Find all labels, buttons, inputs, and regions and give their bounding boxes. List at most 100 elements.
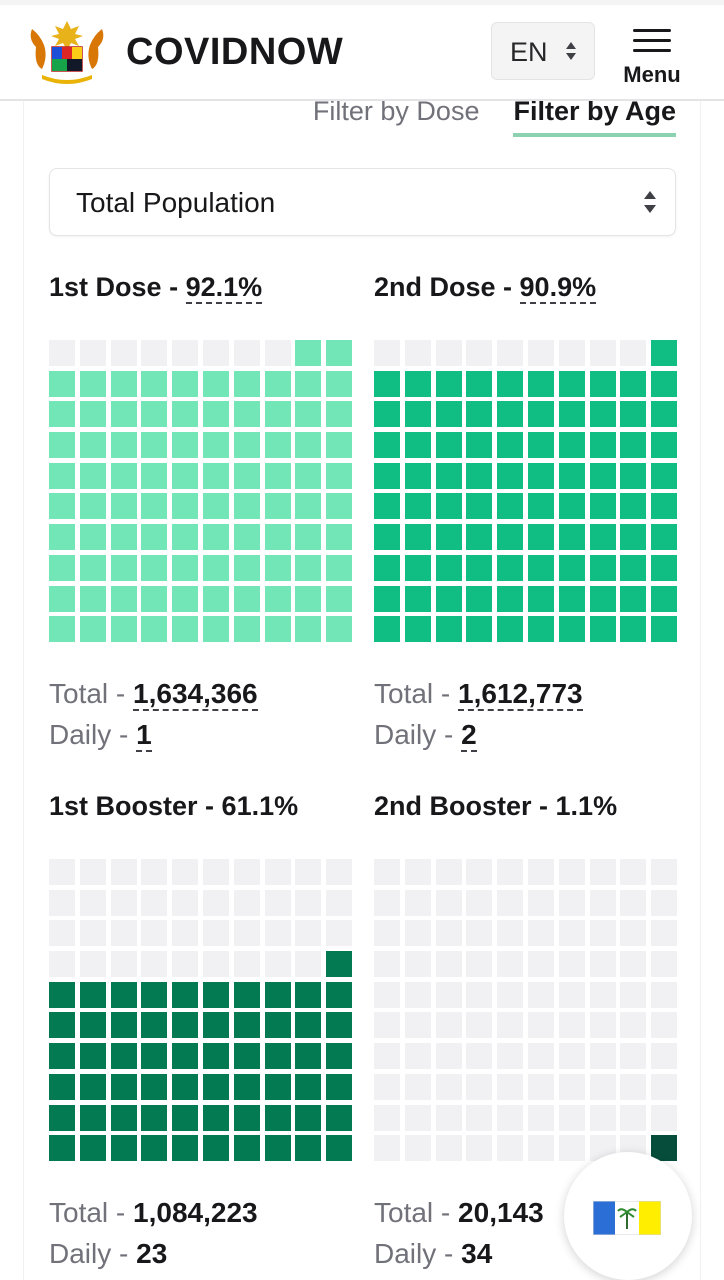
waffle-cell xyxy=(326,462,353,489)
waffle-cell xyxy=(497,401,524,428)
waffle-cell xyxy=(589,524,616,551)
waffle-cell xyxy=(374,524,400,551)
waffle-cell xyxy=(233,1043,260,1070)
waffle-cell xyxy=(233,340,260,366)
waffle-cell xyxy=(264,1043,291,1070)
waffle-cell xyxy=(620,585,647,612)
waffle-cell xyxy=(435,462,462,489)
waffle-cell xyxy=(172,951,199,978)
waffle-cell xyxy=(620,370,647,397)
waffle-cell xyxy=(141,370,168,397)
total-value: 20,143 xyxy=(458,1197,544,1228)
waffle-cell xyxy=(466,401,493,428)
waffle-cell xyxy=(527,1073,554,1100)
waffle-cell xyxy=(264,432,291,459)
waffle-cell xyxy=(435,920,462,947)
waffle-cell xyxy=(651,1135,678,1162)
hamburger-icon-bar xyxy=(633,39,671,42)
malaysia-coat-of-arms-icon[interactable] xyxy=(22,17,112,87)
panel-percent[interactable]: 90.9% xyxy=(519,272,597,304)
waffle-cell xyxy=(49,951,75,978)
waffle-cell xyxy=(497,585,524,612)
state-flag-button[interactable] xyxy=(564,1152,692,1280)
waffle-cell xyxy=(141,1073,168,1100)
waffle-cell xyxy=(497,1073,524,1100)
panel-percent[interactable]: 92.1% xyxy=(185,272,263,304)
waffle-cell xyxy=(435,370,462,397)
waffle-cell xyxy=(264,401,291,428)
waffle-cell xyxy=(404,493,431,520)
waffle-cell xyxy=(374,1012,400,1039)
waffle-cell xyxy=(326,1043,353,1070)
waffle-cell xyxy=(466,920,493,947)
brand-title[interactable]: COVIDNOW xyxy=(126,31,344,73)
waffle-cell xyxy=(374,920,400,947)
waffle-cell xyxy=(233,1073,260,1100)
waffle-cell xyxy=(558,1073,585,1100)
waffle-cell xyxy=(527,432,554,459)
panel-second-dose: 2nd Dose - 90.9% Total - 1,612,773 Daily… xyxy=(374,272,678,762)
waffle-cell xyxy=(435,432,462,459)
daily-value[interactable]: 2 xyxy=(461,719,477,752)
waffle-cell xyxy=(202,1135,229,1162)
tab-filter-by-dose[interactable]: Filter by Dose xyxy=(312,96,480,126)
waffle-cell xyxy=(49,432,75,459)
waffle-cell xyxy=(295,951,322,978)
waffle-cell xyxy=(435,554,462,581)
waffle-cell xyxy=(620,951,647,978)
waffle-cell xyxy=(295,370,322,397)
waffle-cell xyxy=(374,585,400,612)
waffle-cell xyxy=(497,951,524,978)
waffle-cell xyxy=(527,981,554,1008)
waffle-cell xyxy=(466,1104,493,1131)
waffle-cell xyxy=(264,981,291,1008)
total-value[interactable]: 1,612,773 xyxy=(458,678,583,711)
waffle-cell xyxy=(497,462,524,489)
waffle-cell xyxy=(497,1012,524,1039)
daily-stat: Daily - 23 xyxy=(49,1238,168,1269)
waffle-cell xyxy=(620,401,647,428)
waffle-cell xyxy=(589,1043,616,1070)
waffle-cell xyxy=(172,432,199,459)
waffle-cell xyxy=(589,462,616,489)
panel-title: 1st Booster - 61.1% xyxy=(49,791,299,821)
waffle-cell xyxy=(435,401,462,428)
waffle-cell xyxy=(435,1012,462,1039)
waffle-cell xyxy=(264,951,291,978)
waffle-cell xyxy=(295,1012,322,1039)
waffle-cell xyxy=(49,1073,75,1100)
waffle-cell xyxy=(110,859,137,885)
tab-filter-by-age[interactable]: Filter by Age xyxy=(513,96,676,137)
waffle-cell xyxy=(374,493,400,520)
waffle-cell xyxy=(374,981,400,1008)
waffle-cell xyxy=(79,585,106,612)
total-value[interactable]: 1,634,366 xyxy=(133,678,258,711)
waffle-cell xyxy=(295,859,322,885)
daily-value[interactable]: 1 xyxy=(136,719,152,752)
waffle-cell xyxy=(233,493,260,520)
waffle-cell xyxy=(466,1073,493,1100)
hamburger-icon xyxy=(633,29,671,32)
population-select[interactable]: Total Population xyxy=(49,168,676,236)
waffle-cell xyxy=(172,1073,199,1100)
waffle-cell xyxy=(295,524,322,551)
daily-label: Daily xyxy=(49,1238,112,1269)
waffle-cell xyxy=(497,616,524,643)
waffle-cell xyxy=(264,554,291,581)
waffle-cell xyxy=(264,340,291,366)
waffle-cell xyxy=(295,554,322,581)
waffle-cell xyxy=(589,616,616,643)
waffle-cell xyxy=(620,859,647,885)
waffle-cell xyxy=(202,432,229,459)
waffle-cell xyxy=(79,1043,106,1070)
waffle-cell xyxy=(110,524,137,551)
waffle-cell xyxy=(620,1043,647,1070)
menu-button[interactable]: Menu xyxy=(616,25,688,95)
waffle-cell xyxy=(79,370,106,397)
language-selector[interactable]: EN xyxy=(491,22,595,80)
waffle-cell xyxy=(466,859,493,885)
waffle-cell xyxy=(295,889,322,916)
waffle-cell xyxy=(435,889,462,916)
menu-label: Menu xyxy=(623,62,681,87)
waffle-cell xyxy=(558,951,585,978)
